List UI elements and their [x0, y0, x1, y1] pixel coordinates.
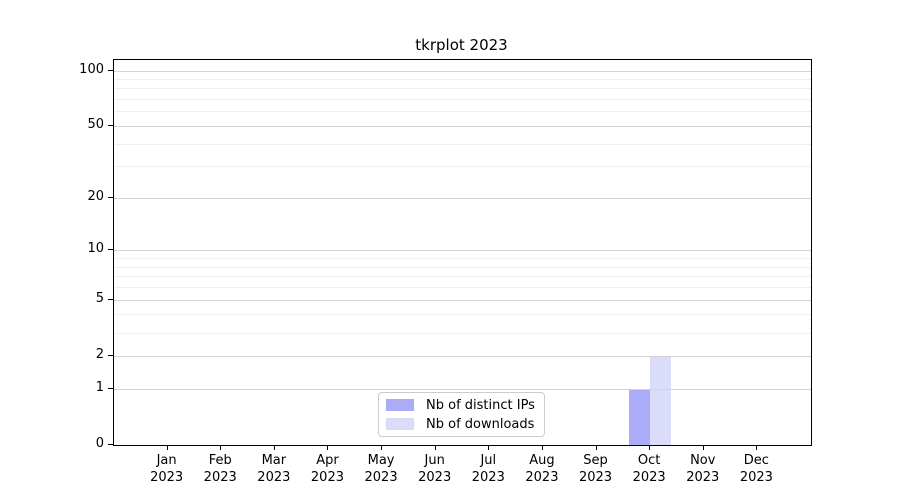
y-tick-label: 50: [87, 116, 104, 132]
gridline-major: [114, 250, 811, 252]
x-tick-label: Jul 2023: [456, 452, 520, 486]
x-tick-month: Jul: [480, 453, 497, 468]
bar-distinct-ips-oct: [629, 388, 651, 445]
x-tick-year: 2023: [150, 470, 184, 485]
gridline-minor: [114, 332, 811, 334]
y-tick-label: 100: [79, 61, 104, 77]
y-tick-mark: [108, 124, 113, 126]
x-tick-mark: [220, 445, 222, 450]
x-tick-label: Dec 2023: [724, 452, 788, 486]
gridline-minor: [114, 143, 811, 145]
y-tick-mark: [108, 354, 113, 356]
y-tick-label: 1: [95, 379, 104, 395]
y-tick-mark: [108, 298, 113, 300]
legend: Nb of distinct IPs Nb of downloads: [378, 392, 545, 437]
y-tick-label: 5: [95, 290, 104, 306]
legend-label-distinct-ips: Nb of distinct IPs: [426, 397, 535, 413]
x-tick-label: Aug 2023: [510, 452, 574, 486]
y-tick-label: 0: [95, 436, 104, 451]
x-tick-mark: [273, 445, 275, 450]
y-tick-mark: [108, 69, 113, 71]
x-tick-year: 2023: [686, 470, 720, 485]
gridline-major: [114, 70, 811, 72]
x-tick-mark: [756, 445, 758, 450]
gridline-major: [114, 299, 811, 301]
x-tick-month: May: [367, 453, 395, 468]
x-tick-mark: [595, 445, 597, 450]
x-tick-month: Nov: [690, 453, 716, 468]
x-tick-mark: [488, 445, 490, 450]
y-tick-label: 10: [87, 241, 104, 257]
x-tick-mark: [327, 445, 329, 450]
x-tick-month: Mar: [261, 453, 287, 468]
x-tick-mark: [541, 445, 543, 450]
legend-item-downloads: Nb of downloads: [379, 417, 544, 432]
x-tick-month: Apr: [316, 453, 339, 468]
gridline-major: [114, 197, 811, 199]
x-tick-mark: [702, 445, 704, 450]
x-tick-label: May 2023: [349, 452, 413, 486]
gridline-minor: [114, 78, 811, 80]
x-tick-mark: [381, 445, 383, 450]
gridline-major: [114, 388, 811, 390]
gridline-major: [114, 125, 811, 127]
x-tick-month: Jun: [424, 453, 445, 468]
x-tick-year: 2023: [578, 470, 613, 485]
y-tick-mark: [108, 387, 113, 389]
x-tick-month: Feb: [208, 453, 232, 468]
gridline-minor: [114, 266, 811, 268]
y-tick-mark: [108, 249, 113, 251]
y-tick-mark: [108, 196, 113, 198]
plot-area: [113, 59, 812, 446]
x-tick-month: Aug: [529, 453, 555, 468]
x-tick-year: 2023: [471, 470, 505, 485]
x-tick-label: Nov 2023: [671, 452, 735, 486]
x-tick-label: Apr 2023: [295, 452, 359, 486]
chart-title: tkrplot 2023: [415, 36, 508, 54]
x-tick-mark: [434, 445, 436, 450]
gridline-major: [114, 355, 811, 357]
x-tick-label: Sep 2023: [564, 452, 628, 486]
gridline-minor: [114, 99, 811, 101]
x-tick-label: Feb 2023: [188, 452, 252, 486]
x-tick-label: Mar 2023: [242, 452, 306, 486]
y-tick-mark: [108, 444, 113, 445]
x-tick-mark: [649, 445, 651, 450]
x-tick-month: Oct: [637, 453, 661, 468]
x-tick-year: 2023: [632, 470, 666, 485]
y-tick-label: 2: [95, 346, 104, 362]
x-tick-year: 2023: [310, 470, 344, 485]
y-tick-label: 20: [87, 188, 104, 204]
legend-item-distinct-ips: Nb of distinct IPs: [379, 398, 544, 413]
x-tick-month: Sep: [583, 453, 608, 468]
x-tick-year: 2023: [257, 470, 291, 485]
legend-label-downloads: Nb of downloads: [426, 416, 535, 432]
x-tick-year: 2023: [203, 470, 237, 485]
x-tick-year: 2023: [739, 470, 773, 485]
gridline-minor: [114, 111, 811, 113]
legend-swatch-distinct-ips-icon: [386, 399, 414, 411]
gridline-minor: [114, 276, 811, 278]
gridline-minor: [114, 166, 811, 168]
x-tick-year: 2023: [418, 470, 452, 485]
gridline-minor: [114, 314, 811, 316]
x-tick-label: Jan 2023: [135, 452, 199, 486]
x-tick-label: Jun 2023: [403, 452, 467, 486]
x-tick-month: Dec: [743, 453, 769, 468]
x-tick-month: Jan: [156, 453, 177, 468]
gridline-minor: [114, 88, 811, 90]
gridline-minor: [114, 258, 811, 260]
bar-downloads-oct: [650, 355, 672, 445]
legend-swatch-downloads-icon: [386, 418, 414, 430]
x-tick-label: Oct 2023: [617, 452, 681, 486]
x-tick-year: 2023: [364, 470, 398, 485]
gridline-minor: [114, 287, 811, 289]
x-tick-year: 2023: [525, 470, 559, 485]
x-tick-mark: [166, 445, 168, 450]
